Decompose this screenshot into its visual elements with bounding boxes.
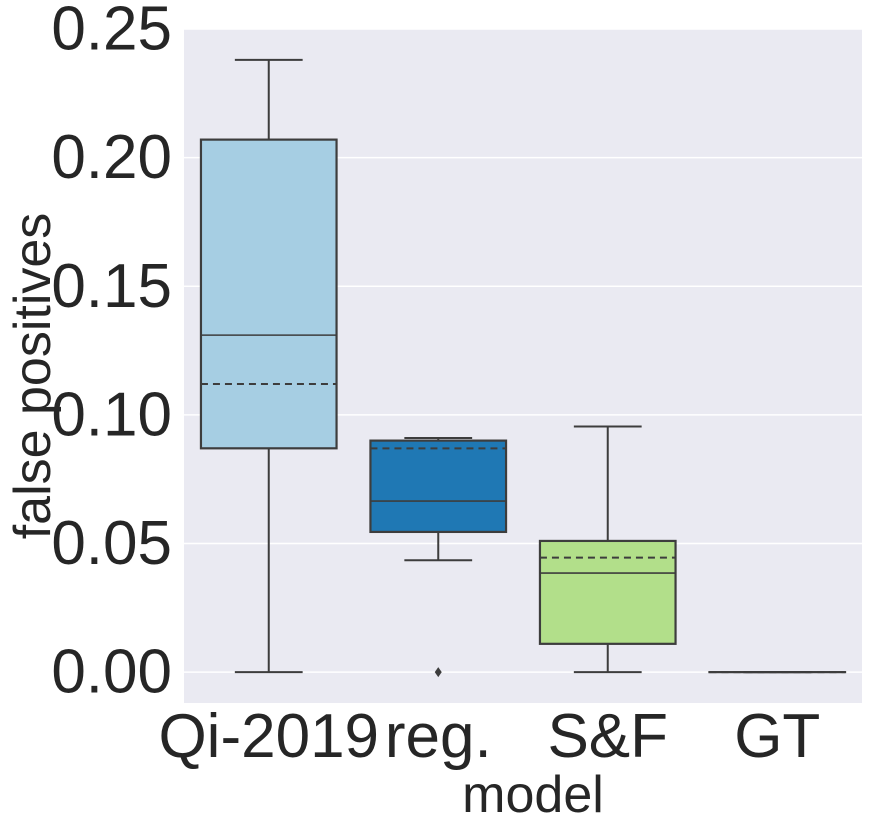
y-tick-label: 0.20 (51, 123, 172, 192)
x-tick-label: reg. (385, 702, 492, 771)
y-tick-label: 0.15 (51, 252, 172, 321)
y-tick-label: 0.05 (51, 509, 172, 578)
box-iqr (538, 539, 677, 645)
y-axis-ticks: 0.00 0.05 0.10 0.15 0.20 0.25 (51, 0, 172, 707)
y-tick-label: 0.00 (51, 638, 172, 707)
y-axis-label: false positives (4, 213, 62, 540)
x-tick-label: Qi-2019 (158, 702, 379, 771)
x-axis-ticks: Qi-2019 reg. S&F GT (158, 702, 820, 771)
box-iqr (369, 439, 508, 534)
box-3 (538, 425, 677, 674)
x-tick-label: S&F (547, 702, 668, 771)
x-axis-label: model (462, 766, 604, 824)
box-1 (199, 58, 338, 674)
x-tick-label: GT (734, 702, 820, 771)
box-2 (369, 437, 508, 678)
outlier-point (434, 667, 442, 678)
y-tick-label: 0.25 (51, 0, 172, 64)
y-tick-label: 0.10 (51, 380, 172, 449)
box-series (199, 58, 847, 678)
box-iqr (199, 138, 338, 450)
